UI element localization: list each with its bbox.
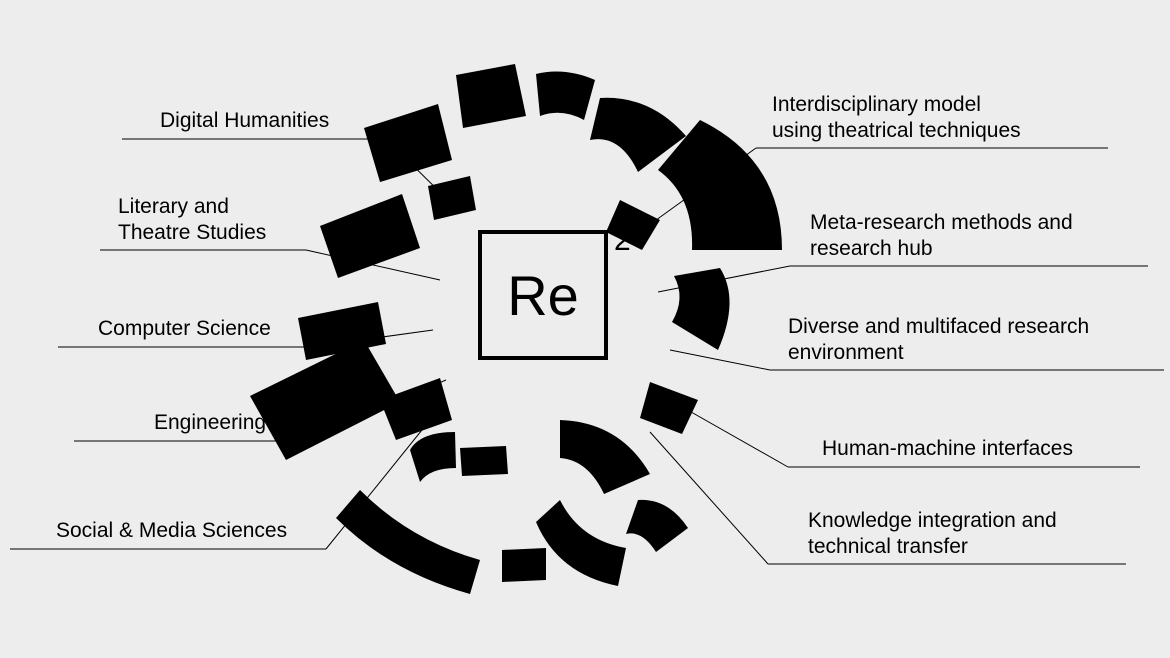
decorative-shard-7	[298, 302, 386, 360]
leader-human-machine	[670, 400, 788, 467]
decorative-shard-4	[672, 268, 730, 350]
leader-social-media-sciences	[326, 420, 430, 549]
decorative-shard-2	[590, 98, 686, 172]
decorative-shard-17	[640, 382, 698, 434]
center-element-box: Re	[478, 230, 608, 360]
leader-meta-research	[658, 266, 790, 292]
decorative-shard-0	[456, 64, 526, 128]
decorative-shard-6	[320, 194, 420, 278]
decorative-shard-12	[336, 490, 480, 594]
label-knowledge-integration: Knowledge integration and technical tran…	[808, 508, 1057, 561]
leader-computer-science	[310, 330, 433, 347]
leader-knowledge-integration	[650, 432, 768, 564]
leader-interdisciplinary-model	[645, 148, 756, 228]
center-element-superscript: 2	[614, 224, 631, 258]
decorative-shard-18	[428, 176, 476, 220]
label-literary-theatre: Literary and Theatre Studies	[118, 194, 266, 247]
label-diverse-environment: Diverse and multifaced research environm…	[788, 314, 1089, 367]
label-human-machine: Human-machine interfaces	[822, 436, 1073, 462]
leader-diverse-environment	[670, 350, 770, 370]
decorative-shard-1	[536, 72, 595, 120]
label-digital-humanities: Digital Humanities	[160, 108, 329, 134]
decorative-shard-10	[410, 432, 456, 482]
decorative-shard-5	[364, 104, 452, 182]
decorative-shard-3	[658, 120, 782, 250]
decorative-shard-15	[536, 500, 626, 586]
decorative-shard-9	[380, 378, 452, 440]
label-social-media-sciences: Social & Media Sciences	[56, 518, 287, 544]
label-interdisciplinary-model: Interdisciplinary model using theatrical…	[772, 92, 1021, 145]
label-meta-research: Meta-research methods and research hub	[810, 210, 1073, 263]
center-element-symbol: Re	[507, 263, 579, 328]
leader-digital-humanities	[386, 139, 454, 206]
decorative-shard-11	[460, 446, 508, 476]
decorative-shard-13	[502, 548, 546, 582]
diagram-canvas: Re 2 Digital Humanities Literary and Thea…	[0, 0, 1170, 658]
label-engineering: Engineering	[154, 410, 266, 436]
decorative-shard-16	[626, 500, 688, 552]
label-computer-science: Computer Science	[98, 316, 271, 342]
decorative-shard-14	[560, 420, 650, 494]
decorative-shard-8	[250, 340, 400, 460]
leader-literary-theatre	[306, 250, 440, 280]
leader-engineering	[304, 380, 446, 441]
